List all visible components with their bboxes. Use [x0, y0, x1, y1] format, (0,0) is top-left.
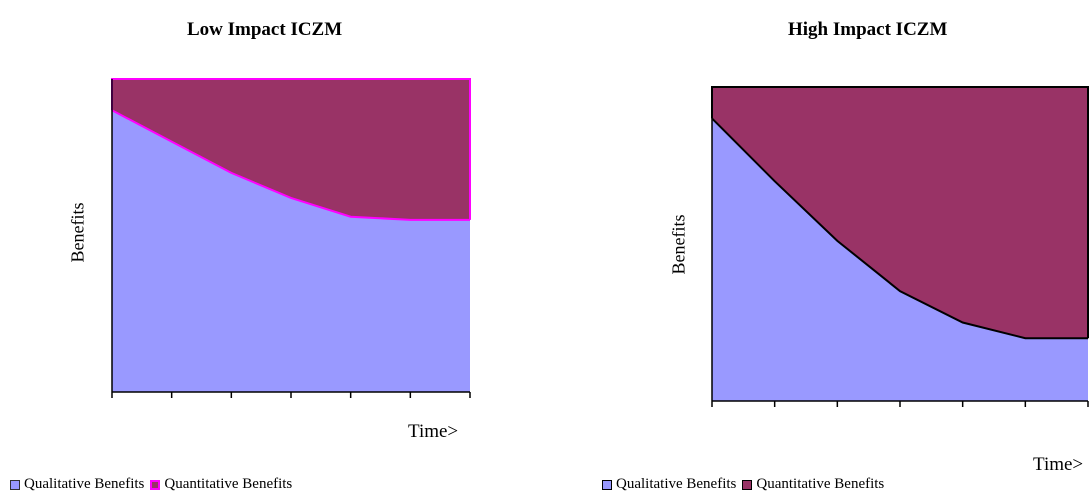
legend-swatch-quantitative: [150, 479, 161, 490]
x-axis-label: Time>: [1033, 454, 1084, 475]
y-axis-label: Benefits: [668, 214, 689, 275]
legend-label: Quantitative Benefits: [756, 476, 885, 492]
legend-item-qualitative: Qualitative Benefits: [10, 476, 144, 493]
legend: Qualitative Benefits Quantitative Benefi…: [10, 476, 298, 493]
series-boundary-line: [711, 117, 1088, 340]
legend: Qualitative Benefits Quantitative Benefi…: [602, 476, 890, 493]
legend-swatch-qualitative: [10, 479, 20, 490]
legend-item-quantitative: Quantitative Benefits: [742, 476, 884, 493]
legend-label: Qualitative Benefits: [24, 476, 145, 492]
area-qualitative-benefits: [112, 110, 470, 393]
high-impact-chart: High Impact ICZM Benefits Time> Qualitat…: [545, 0, 1090, 493]
area-quantitative-benefits: [712, 87, 1088, 339]
legend-item-quantitative: Quantitative Benefits: [150, 476, 292, 493]
chart-title: High Impact ICZM: [788, 19, 948, 40]
series-boundary-line: [111, 109, 470, 221]
legend-item-qualitative: Qualitative Benefits: [602, 476, 736, 493]
area-quantitative-benefits: [112, 79, 470, 220]
low-impact-chart: Low Impact ICZM Benefits Time> Qualitati…: [10, 19, 471, 493]
legend-swatch-quantitative: [742, 479, 753, 490]
x-axis-label: Time>: [408, 421, 459, 442]
legend-swatch-qualitative: [602, 479, 612, 490]
chart-plot-area: [711, 86, 1089, 407]
legend-label: Quantitative Benefits: [164, 476, 293, 492]
legend-label: Qualitative Benefits: [616, 476, 737, 492]
y-axis-label: Benefits: [67, 202, 88, 263]
chart-plot-area: [111, 78, 471, 398]
chart-title: Low Impact ICZM: [187, 19, 343, 40]
